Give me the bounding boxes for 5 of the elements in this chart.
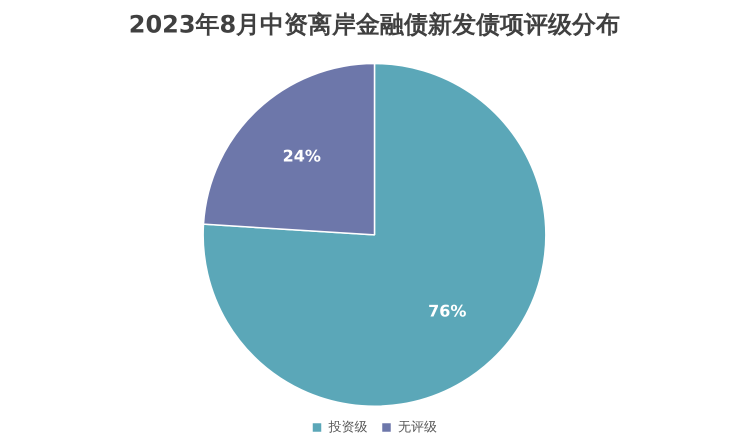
data-label: 24% — [282, 146, 321, 166]
chart-title: 2023年8月中资离岸金融债新发债项评级分布 — [128, 10, 620, 39]
data-label: 76% — [428, 302, 466, 320]
legend-label: 投资级 — [328, 420, 368, 435]
legend-label: 无评级 — [398, 420, 437, 435]
